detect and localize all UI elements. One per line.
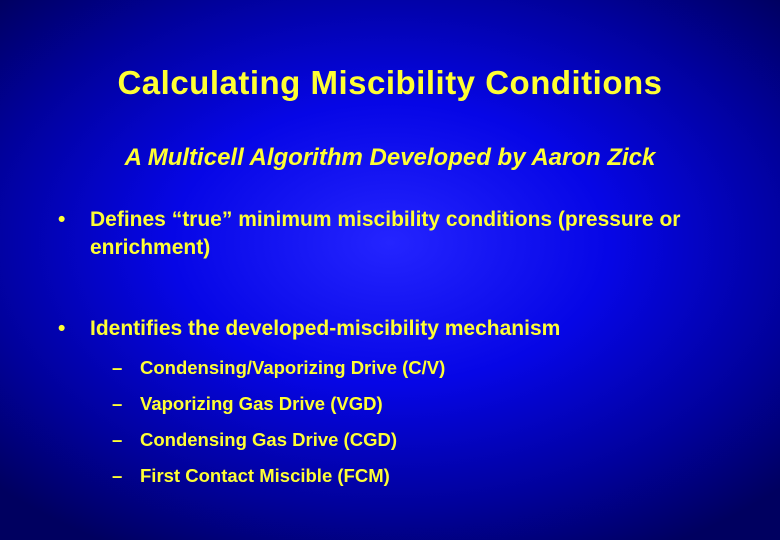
- slide-title: Calculating Miscibility Conditions: [0, 0, 780, 102]
- sub-bullet-list: – Condensing/Vaporizing Drive (C/V) – Va…: [58, 357, 740, 487]
- sub-bullet-item: – Vaporizing Gas Drive (VGD): [112, 393, 740, 415]
- slide-subtitle: A Multicell Algorithm Developed by Aaron…: [0, 144, 780, 172]
- sub-bullet-item: – Condensing/Vaporizing Drive (C/V): [112, 357, 740, 379]
- sub-bullet-marker: –: [112, 465, 140, 487]
- slide-content: • Defines “true” minimum miscibility con…: [0, 206, 780, 487]
- bullet-text: Defines “true” minimum miscibility condi…: [90, 206, 740, 263]
- sub-bullet-marker: –: [112, 357, 140, 379]
- sub-bullet-marker: –: [112, 429, 140, 451]
- slide: Calculating Miscibility Conditions A Mul…: [0, 0, 780, 540]
- sub-bullet-text: Vaporizing Gas Drive (VGD): [140, 393, 383, 415]
- sub-bullet-text: First Contact Miscible (FCM): [140, 465, 390, 487]
- sub-bullet-marker: –: [112, 393, 140, 415]
- sub-bullet-item: – Condensing Gas Drive (CGD): [112, 429, 740, 451]
- sub-bullet-text: Condensing Gas Drive (CGD): [140, 429, 397, 451]
- bullet-marker: •: [58, 206, 90, 263]
- bullet-text: Identifies the developed-miscibility mec…: [90, 315, 740, 343]
- bullet-item: • Defines “true” minimum miscibility con…: [58, 206, 740, 263]
- sub-bullet-item: – First Contact Miscible (FCM): [112, 465, 740, 487]
- bullet-marker: •: [58, 315, 90, 343]
- sub-bullet-text: Condensing/Vaporizing Drive (C/V): [140, 357, 445, 379]
- bullet-item: • Identifies the developed-miscibility m…: [58, 315, 740, 343]
